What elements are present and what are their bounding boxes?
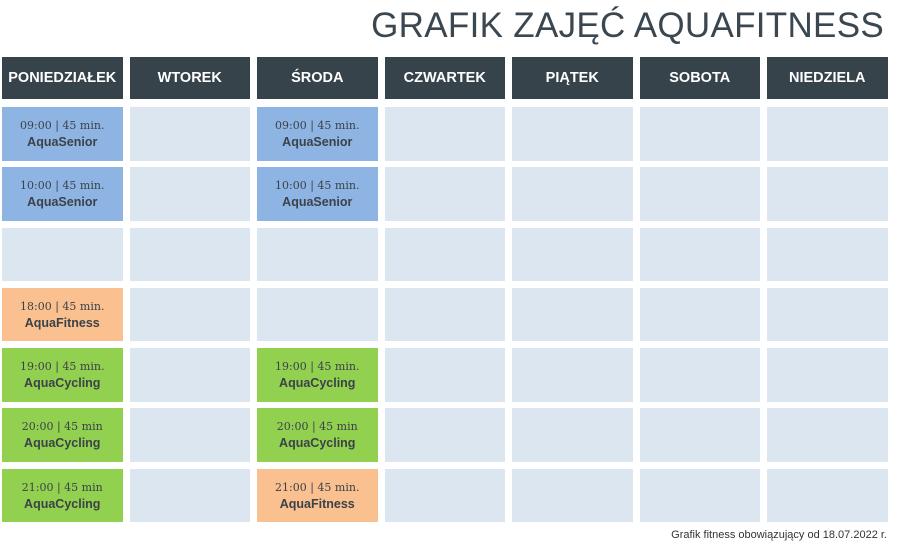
class-slot: 20:00 | 45 min AquaCycling <box>2 408 123 462</box>
empty-slot <box>129 107 250 161</box>
empty-slot <box>767 287 888 342</box>
day-header: CZWARTEK <box>384 57 505 99</box>
class-slot: 19:00 | 45 min. AquaCycling <box>2 348 123 402</box>
empty-slot <box>639 287 760 342</box>
class-name: AquaSenior <box>282 195 353 210</box>
empty-slot <box>384 167 505 221</box>
empty-slot <box>512 468 633 523</box>
class-time: 18:00 | 45 min. <box>20 299 105 313</box>
empty-slot <box>639 227 760 282</box>
empty-slot <box>639 348 760 402</box>
class-name: AquaCycling <box>24 496 101 511</box>
empty-slot <box>129 167 250 221</box>
empty-slot <box>257 287 378 342</box>
empty-slot <box>512 287 633 342</box>
class-name: AquaCycling <box>24 436 101 451</box>
empty-slot <box>257 227 378 282</box>
class-time: 20:00 | 45 min <box>21 420 103 434</box>
empty-slot <box>639 408 760 462</box>
empty-slot <box>639 107 760 161</box>
class-name: AquaCycling <box>24 375 101 390</box>
empty-slot <box>639 468 760 523</box>
empty-slot <box>512 107 633 161</box>
schedule-grid: 09:00 | 45 min. AquaSenior 09:00 | 45 min.… <box>2 107 888 523</box>
class-time: 09:00 | 45 min. <box>20 118 105 132</box>
empty-slot <box>767 227 888 282</box>
class-name: AquaSenior <box>282 134 353 149</box>
empty-slot <box>512 167 633 221</box>
empty-slot <box>512 227 633 282</box>
empty-slot <box>129 468 250 523</box>
validity-note: Grafik fitness obowiązujący od 18.07.202… <box>671 529 887 541</box>
empty-slot <box>129 227 250 282</box>
empty-slot <box>767 167 888 221</box>
class-slot: 10:00 | 45 min. AquaSenior <box>257 167 378 221</box>
empty-slot <box>384 468 505 523</box>
class-time: 21:00 | 45 min. <box>275 480 360 494</box>
empty-slot <box>512 408 633 462</box>
class-slot: 21:00 | 45 min AquaCycling <box>2 468 123 523</box>
class-time: 19:00 | 45 min. <box>20 359 105 373</box>
empty-slot <box>512 348 633 402</box>
empty-slot <box>129 287 250 342</box>
class-slot: 20:00 | 45 min AquaCycling <box>257 408 378 462</box>
empty-slot <box>129 408 250 462</box>
class-slot: 10:00 | 45 min. AquaSenior <box>2 167 123 221</box>
empty-slot <box>767 408 888 462</box>
class-name: AquaSenior <box>27 134 98 149</box>
class-name: AquaCycling <box>279 436 356 451</box>
empty-slot <box>767 468 888 523</box>
empty-slot <box>767 348 888 402</box>
page-title: GRAFIK ZAJĘĆ AQUAFITNESS <box>371 6 884 45</box>
class-name: AquaFitness <box>24 315 100 330</box>
empty-slot <box>129 348 250 402</box>
empty-slot <box>767 107 888 161</box>
class-slot: 09:00 | 45 min. AquaSenior <box>2 107 123 161</box>
class-time: 20:00 | 45 min <box>276 420 358 434</box>
class-time: 19:00 | 45 min. <box>275 359 360 373</box>
class-time: 10:00 | 45 min. <box>20 179 105 193</box>
class-slot: 19:00 | 45 min. AquaCycling <box>257 348 378 402</box>
class-slot: 09:00 | 45 min. AquaSenior <box>257 107 378 161</box>
empty-slot <box>2 227 123 282</box>
empty-slot <box>384 227 505 282</box>
empty-slot <box>639 167 760 221</box>
class-slot: 21:00 | 45 min. AquaFitness <box>257 468 378 523</box>
day-header: PONIEDZIAŁEK <box>2 57 123 99</box>
class-time: 21:00 | 45 min <box>21 480 103 494</box>
class-time: 10:00 | 45 min. <box>275 179 360 193</box>
class-name: AquaCycling <box>279 375 356 390</box>
class-slot: 18:00 | 45 min. AquaFitness <box>2 287 123 342</box>
day-header: NIEDZIELA <box>767 57 888 99</box>
empty-slot <box>384 107 505 161</box>
day-header: WTOREK <box>129 57 250 99</box>
day-header: SOBOTA <box>639 57 760 99</box>
day-headers: PONIEDZIAŁEK WTOREK ŚRODA CZWARTEK PIĄTEK SOB… <box>2 57 888 99</box>
day-header: PIĄTEK <box>512 57 633 99</box>
empty-slot <box>384 408 505 462</box>
class-name: AquaSenior <box>27 195 98 210</box>
class-name: AquaFitness <box>279 496 355 511</box>
class-time: 09:00 | 45 min. <box>275 118 360 132</box>
day-header: ŚRODA <box>257 57 378 99</box>
empty-slot <box>384 287 505 342</box>
empty-slot <box>384 348 505 402</box>
